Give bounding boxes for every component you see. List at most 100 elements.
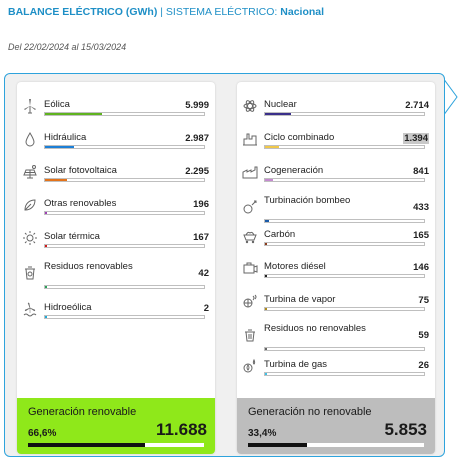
- renewable-panel: Eólica 5.999 Hidráulica 2.987 Solar fotovolt…: [17, 82, 215, 454]
- trash-icon: [242, 327, 258, 343]
- renewable-value: 2.987: [185, 133, 209, 144]
- non-renewable-bar: [264, 145, 425, 149]
- renewable-bar-fill: [45, 212, 48, 214]
- non-renewable-value: 75: [418, 295, 429, 306]
- non-renewable-bar: [264, 307, 425, 311]
- non-renewable-total-bar: [248, 443, 424, 447]
- steam-turbine-icon: [242, 293, 258, 309]
- non-renewable-total-value: 5.853: [384, 420, 427, 439]
- non-renewable-label: Turbinación bombeo: [264, 195, 351, 206]
- non-renewable-bar-fill: [265, 146, 279, 148]
- renewable-total-bar-fill: [28, 443, 146, 447]
- solar-panel-icon: [22, 164, 38, 180]
- renewable-total-value: 11.688: [155, 420, 207, 439]
- date-range: Del 22/02/2024 al 15/03/2024: [8, 42, 127, 52]
- non-renewable-value: 433: [413, 202, 429, 213]
- header-separator: |: [160, 6, 163, 18]
- renewable-label: Hidráulica: [44, 132, 87, 143]
- renewable-label: Residuos renovables: [44, 261, 133, 272]
- non-renewable-value: 146: [413, 262, 429, 273]
- leaf-icon: [22, 197, 38, 213]
- factory-icon: [242, 164, 258, 180]
- non-renewable-label: Residuos no renovables: [264, 323, 366, 334]
- renewable-total-bar: [28, 443, 204, 447]
- water-drop-icon: [22, 131, 38, 147]
- page-header: BALANCE ELÉCTRICO (GWh) | SISTEMA ELÉCTR…: [8, 6, 324, 18]
- non-renewable-bar: [264, 372, 425, 376]
- non-renewable-bar-fill: [265, 308, 268, 310]
- non-renewable-bar: [264, 242, 425, 246]
- non-renewable-bar-fill: [265, 348, 268, 350]
- balance-panel: Eólica 5.999 Hidráulica 2.987 Solar fotovolt…: [4, 73, 445, 457]
- renewable-bar-fill: [45, 245, 48, 247]
- non-renewable-value: 26: [418, 360, 429, 371]
- renewable-bar-fill: [45, 146, 74, 148]
- non-renewable-bar-fill: [265, 113, 292, 115]
- renewable-value: 2: [203, 303, 209, 314]
- renewable-label: Solar térmica: [44, 231, 100, 242]
- non-renewable-bar-fill: [265, 373, 268, 375]
- renewable-label: Otras renovables: [44, 198, 117, 209]
- balance-title: BALANCE ELÉCTRICO (GWh): [8, 6, 158, 18]
- renewable-bar: [44, 285, 205, 289]
- renewable-value: 2.295: [185, 166, 209, 177]
- non-renewable-value: 2.714: [405, 100, 429, 111]
- renewable-value: 5.999: [185, 100, 209, 111]
- renewable-total-title: Generación renovable: [28, 406, 137, 418]
- non-renewable-label: Ciclo combinado: [264, 132, 335, 143]
- non-renewable-value: 1.394: [403, 133, 429, 144]
- pump-icon: [242, 199, 258, 215]
- non-renewable-value: 165: [413, 230, 429, 241]
- non-renewable-value: 841: [413, 166, 429, 177]
- non-renewable-bar: [264, 178, 425, 182]
- renewable-bar-fill: [45, 286, 48, 288]
- renewable-value: 167: [193, 232, 209, 243]
- power-plant-icon: [242, 131, 258, 147]
- non-renewable-bar-fill: [265, 275, 268, 277]
- coal-cart-icon: [242, 228, 258, 244]
- non-renewable-bar: [264, 112, 425, 116]
- renewable-bar: [44, 315, 205, 319]
- renewable-label: Solar fotovoltaica: [44, 165, 117, 176]
- non-renewable-bar: [264, 347, 425, 351]
- non-renewable-bar-fill: [265, 179, 274, 181]
- non-renewable-label: Turbina de vapor: [264, 294, 336, 305]
- non-renewable-panel: Nuclear 2.714 Ciclo combinado 1.394 Cogenera…: [237, 82, 435, 454]
- non-renewable-label: Cogeneración: [264, 165, 324, 176]
- non-renewable-label: Carbón: [264, 229, 296, 240]
- hydro-wind-icon: [22, 301, 38, 317]
- renewable-label: Eólica: [44, 99, 70, 110]
- non-renewable-total-title: Generación no renovable: [248, 406, 372, 418]
- non-renewable-total-percent: 33,4%: [248, 428, 277, 439]
- non-renewable-bar-fill: [265, 220, 270, 222]
- renewable-bar-fill: [45, 316, 48, 318]
- wind-turbine-icon: [22, 98, 38, 114]
- non-renewable-value: 59: [418, 330, 429, 341]
- renewable-value: 196: [193, 199, 209, 210]
- system-selector[interactable]: Nacional: [280, 6, 325, 18]
- atom-icon: [242, 98, 258, 114]
- renewable-bar: [44, 244, 205, 248]
- renewable-total-percent: 66,6%: [28, 428, 57, 439]
- renewable-bar-fill: [45, 179, 68, 181]
- recycle-bin-icon: [22, 265, 38, 281]
- renewable-bar-fill: [45, 113, 103, 115]
- non-renewable-bar-fill: [265, 243, 268, 245]
- engine-icon: [242, 260, 258, 276]
- renewable-total-card: Generación renovable 66,6% 11.688: [17, 398, 215, 454]
- renewable-bar: [44, 145, 205, 149]
- non-renewable-bar: [264, 274, 425, 278]
- sun-icon: [22, 230, 38, 246]
- system-label: SISTEMA ELÉCTRICO:: [165, 6, 278, 18]
- gas-turbine-icon: [242, 358, 258, 374]
- non-renewable-label: Nuclear: [264, 99, 297, 110]
- non-renewable-bar: [264, 219, 425, 223]
- non-renewable-total-card: Generación no renovable 33,4% 5.853: [237, 398, 435, 454]
- non-renewable-label: Motores diésel: [264, 261, 326, 272]
- renewable-bar: [44, 112, 205, 116]
- renewable-value: 42: [198, 268, 209, 279]
- tooltip-arrow: [443, 78, 458, 116]
- renewable-label: Hidroeólica: [44, 302, 92, 313]
- renewable-bar: [44, 178, 205, 182]
- non-renewable-label: Turbina de gas: [264, 359, 328, 370]
